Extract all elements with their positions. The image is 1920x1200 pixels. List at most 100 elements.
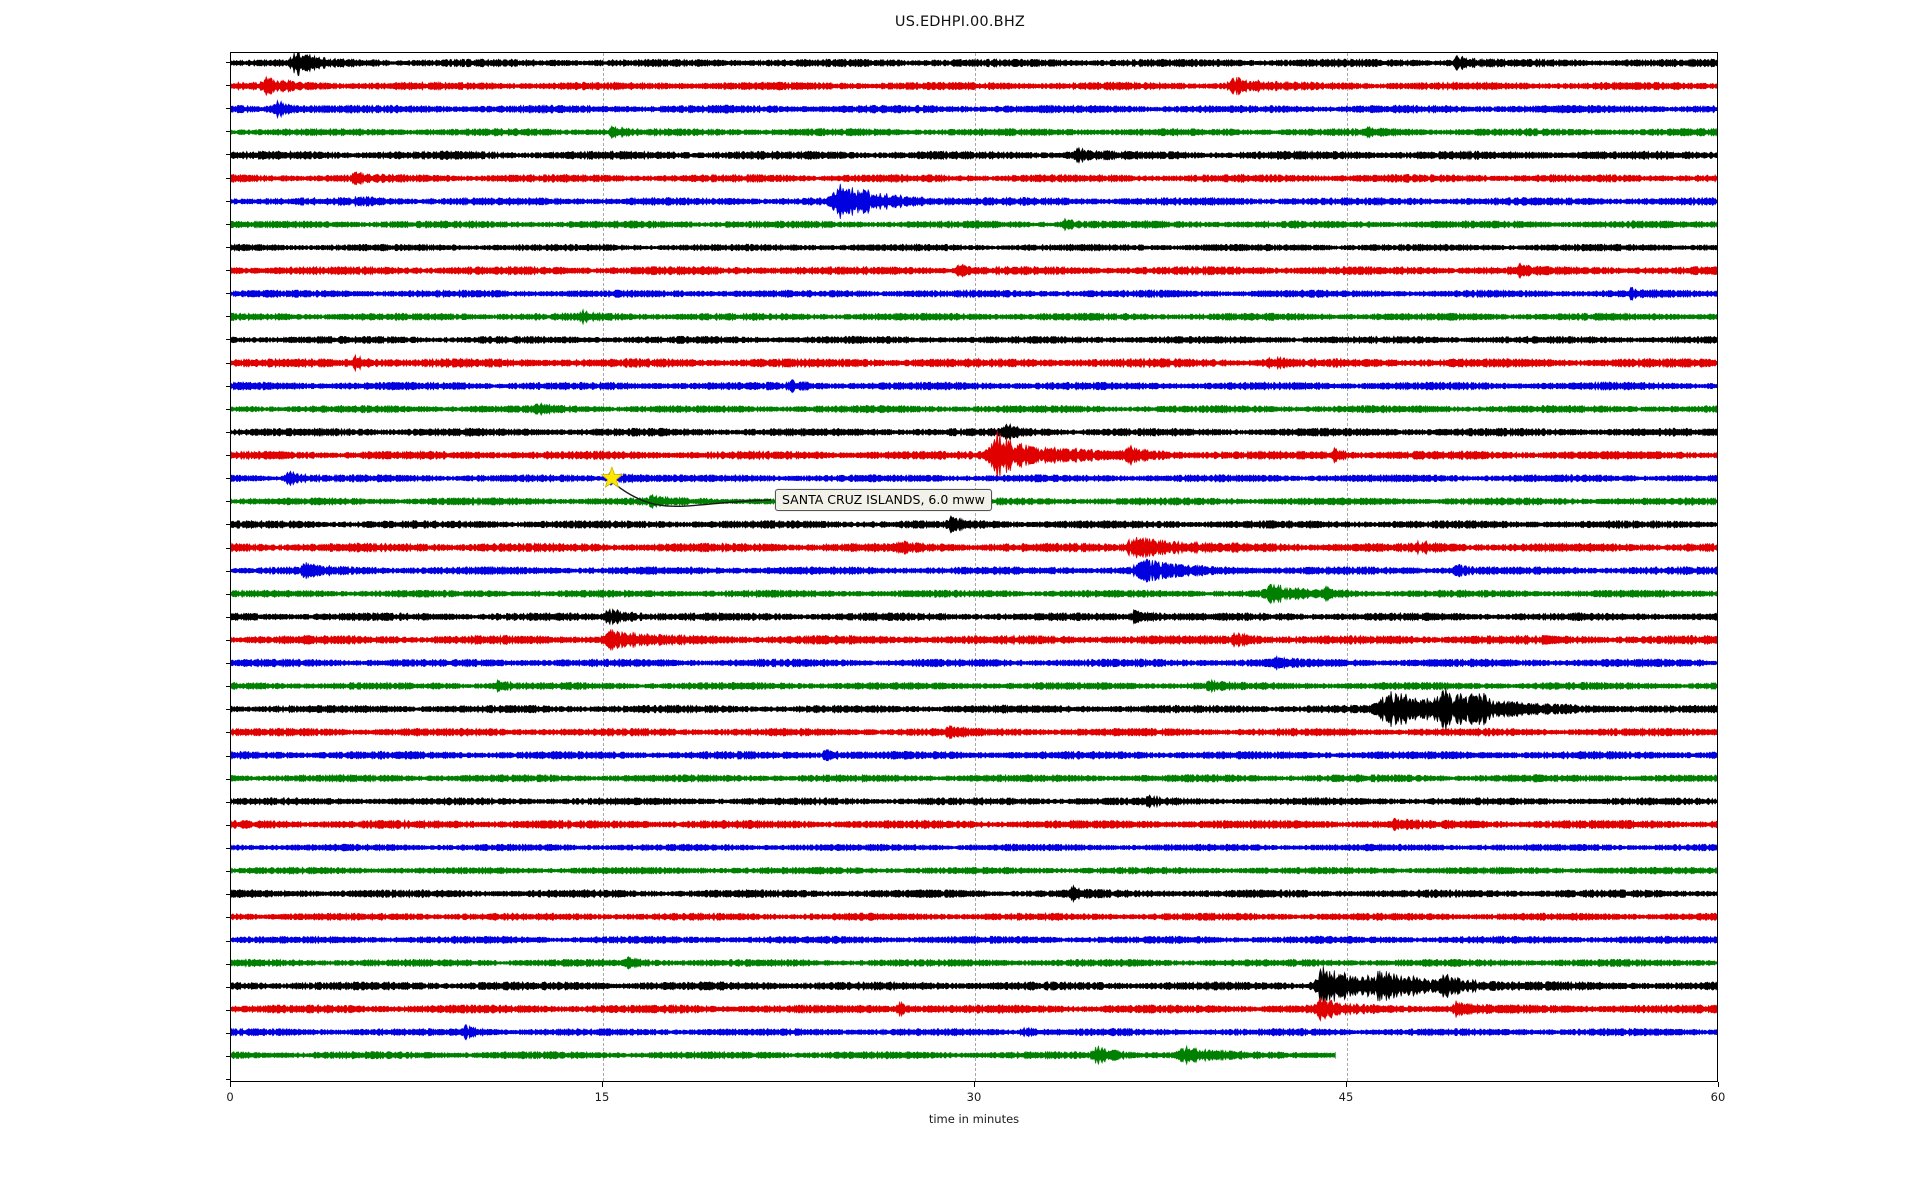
- y-tick-mark: [226, 709, 231, 711]
- y-tick-mark: [226, 246, 231, 248]
- trace-row: [231, 688, 1717, 731]
- trace-row: [231, 558, 1717, 583]
- y-tick-mark: [226, 894, 231, 896]
- y-tick-mark: [226, 848, 231, 850]
- x-tick-mark: [1346, 1082, 1347, 1087]
- trace-row: [231, 262, 1717, 279]
- y-tick-mark: [226, 85, 231, 87]
- plot-area: [230, 52, 1718, 1082]
- x-tick-mark: [602, 1082, 603, 1087]
- trace-row: [231, 286, 1717, 301]
- trace-row: [231, 794, 1717, 809]
- x-tick-label: 15: [594, 1090, 610, 1104]
- y-tick-mark: [226, 547, 231, 549]
- y-tick-mark: [226, 362, 231, 364]
- grid-line-30: [975, 53, 976, 1081]
- y-tick-mark: [226, 408, 231, 410]
- event-annotation-label[interactable]: SANTA CRUZ ISLANDS, 6.0 mww: [775, 489, 992, 511]
- y-tick-mark: [226, 732, 231, 734]
- trace-row: [231, 583, 1717, 604]
- trace-row: [231, 1023, 1717, 1041]
- y-tick-mark: [226, 755, 231, 757]
- x-tick-label: 30: [966, 1090, 982, 1104]
- y-tick-mark: [226, 131, 231, 133]
- trace-row: [231, 628, 1717, 651]
- trace-row: [231, 843, 1717, 852]
- trace-row: [231, 171, 1717, 186]
- trace-row: [231, 99, 1717, 120]
- trace-row: [231, 125, 1717, 140]
- seismic-traces: [231, 53, 1717, 1066]
- trace-row: [231, 430, 1717, 480]
- y-tick-mark: [226, 177, 231, 179]
- trace-row: [231, 75, 1717, 97]
- x-axis-title: time in minutes: [928, 1112, 1020, 1126]
- y-tick-mark: [226, 431, 231, 433]
- y-tick-mark: [226, 154, 231, 156]
- y-tick-mark: [226, 1033, 231, 1035]
- trace-row: [231, 749, 1717, 762]
- trace-row: [231, 996, 1717, 1022]
- y-tick-mark: [226, 293, 231, 295]
- x-tick-label: 45: [1338, 1090, 1354, 1104]
- trace-row: [231, 655, 1717, 671]
- x-tick-label: 60: [1710, 1090, 1726, 1104]
- trace-row: [231, 217, 1717, 232]
- y-tick-mark: [226, 501, 231, 503]
- x-tick-mark: [230, 1082, 231, 1087]
- trace-row: [231, 422, 1717, 442]
- y-tick-mark: [226, 570, 231, 572]
- trace-row: [231, 53, 1717, 77]
- y-tick-mark: [226, 223, 231, 225]
- trace-row: [231, 515, 1717, 534]
- y-tick-mark: [226, 593, 231, 595]
- y-tick-mark: [226, 801, 231, 803]
- y-tick-mark: [226, 778, 231, 780]
- y-tick-mark: [226, 1009, 231, 1011]
- trace-row: [231, 608, 1717, 626]
- trace-row: [231, 243, 1717, 252]
- y-tick-mark: [226, 616, 231, 618]
- trace-row: [231, 773, 1717, 783]
- trace-row: [231, 912, 1717, 922]
- page-title: US.EDHPI.00.BHZ: [894, 14, 1026, 30]
- y-tick-mark: [226, 1079, 231, 1081]
- trace-row: [231, 183, 1717, 220]
- trace-row: [231, 884, 1717, 903]
- trace-row: [231, 353, 1717, 373]
- y-tick-mark: [226, 455, 231, 457]
- y-tick-mark: [226, 871, 231, 873]
- y-tick-mark: [226, 385, 231, 387]
- trace-row: [231, 866, 1717, 875]
- grid-line-15: [603, 53, 604, 1081]
- y-tick-mark: [226, 963, 231, 965]
- y-tick-mark: [226, 824, 231, 826]
- y-tick-mark: [226, 917, 231, 919]
- y-tick-mark: [226, 986, 231, 988]
- x-tick-mark: [1718, 1082, 1719, 1087]
- y-tick-mark: [226, 270, 231, 272]
- trace-row: [231, 335, 1717, 345]
- trace-row: [231, 817, 1717, 832]
- y-axis-tick-labels: 00:00:0601:00:0602:00:0603:00:0604:00:06…: [0, 0, 231, 1200]
- y-tick-mark: [226, 339, 231, 341]
- x-tick-mark: [974, 1082, 975, 1087]
- trace-row: [231, 308, 1717, 326]
- trace-row: [231, 935, 1717, 945]
- trace-row: [231, 379, 1717, 393]
- y-tick-mark: [226, 663, 231, 665]
- trace-row: [231, 725, 1717, 740]
- y-tick-mark: [226, 316, 231, 318]
- y-tick-mark: [226, 940, 231, 942]
- trace-row: [231, 1044, 1336, 1066]
- y-tick-mark: [226, 108, 231, 110]
- y-tick-mark: [226, 1056, 231, 1058]
- trace-row: [231, 402, 1717, 417]
- trace-row: [231, 678, 1717, 694]
- trace-row: [231, 956, 1717, 970]
- y-tick-mark: [226, 686, 231, 688]
- trace-row: [231, 146, 1717, 164]
- y-tick-mark: [226, 524, 231, 526]
- y-tick-mark: [226, 62, 231, 63]
- trace-row: [231, 536, 1717, 559]
